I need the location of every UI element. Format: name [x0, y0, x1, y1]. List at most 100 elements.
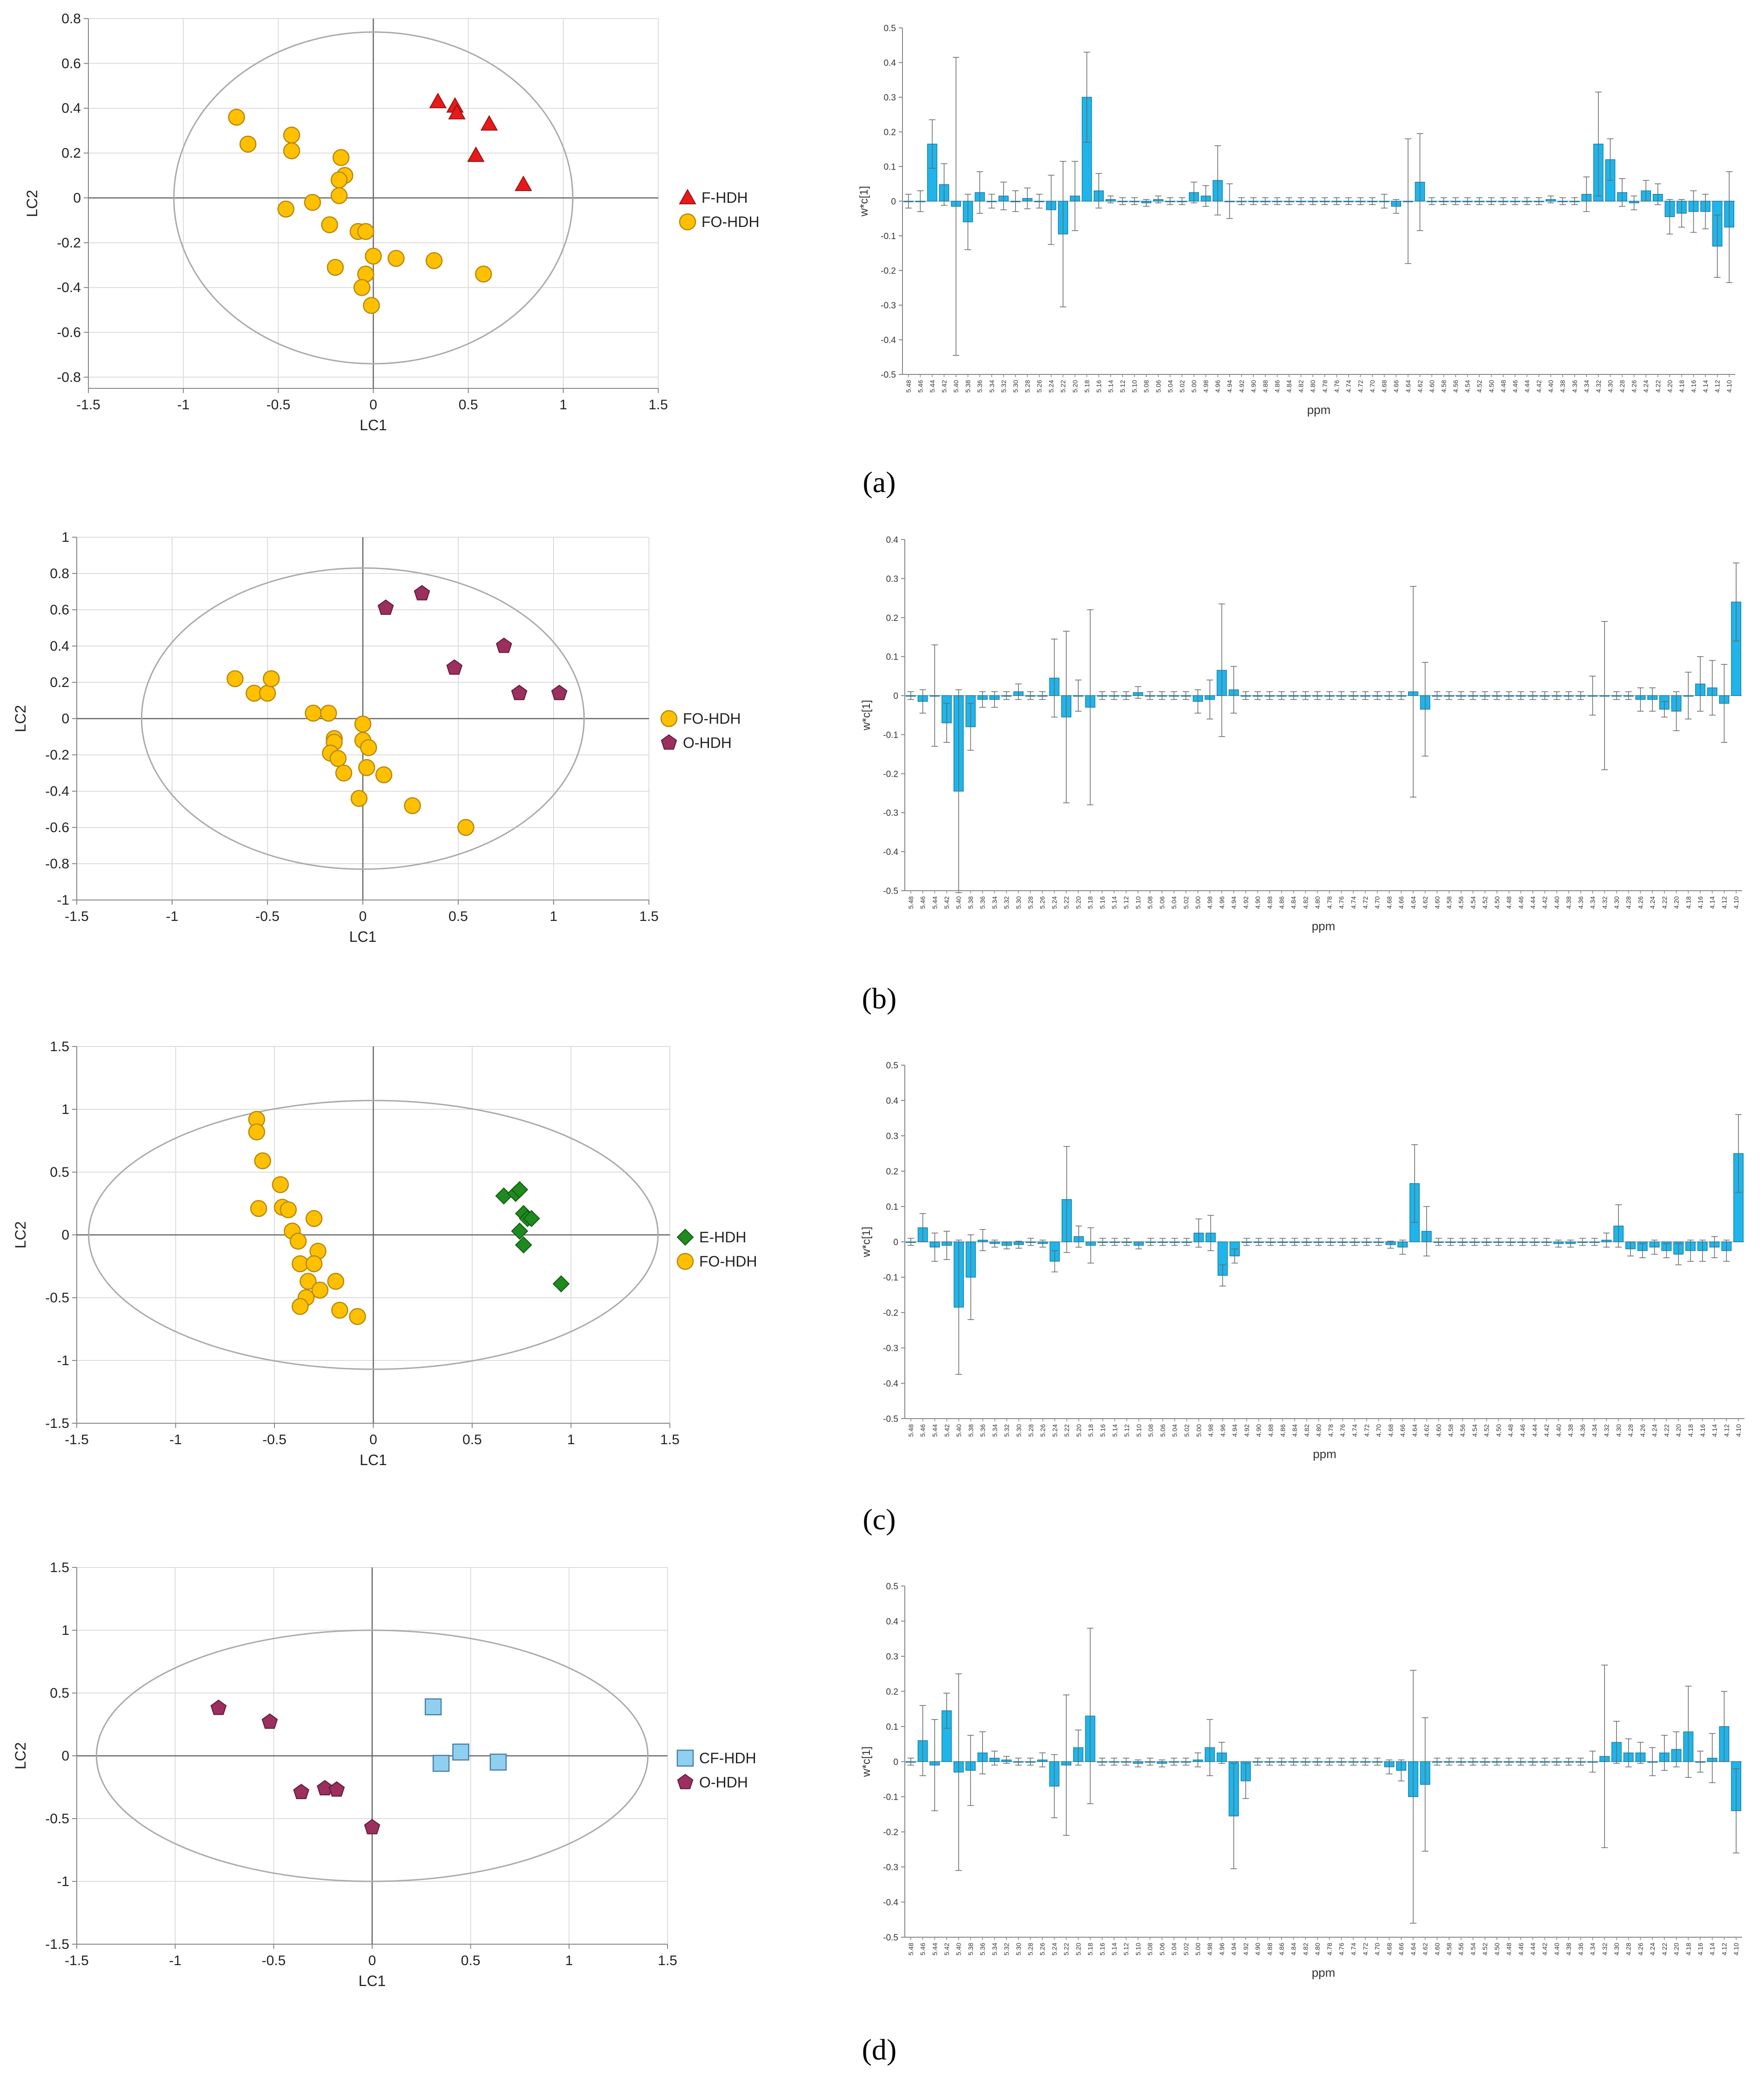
x-tick-label: 4.30	[1607, 380, 1614, 393]
x-tick-label: 4.80	[1314, 1943, 1321, 1955]
x-tick-label: 4.72	[1362, 896, 1369, 909]
data-point-e-hdh	[523, 1210, 540, 1227]
panel-label-b: (b)	[862, 982, 897, 1015]
data-point-fo-hdh	[250, 1200, 267, 1217]
y-tick-label: -1	[57, 893, 69, 908]
y-tick-label: -0.5	[45, 1811, 69, 1827]
y-tick-label: -0.8	[57, 370, 81, 385]
legend-label: O-HDH	[683, 734, 732, 751]
data-point-fo-hdh	[228, 108, 245, 126]
data-point-fo-hdh	[327, 1273, 344, 1290]
data-point-fo-hdh	[358, 759, 375, 776]
y-tick-label: 0.4	[50, 639, 69, 654]
x-tick-label: 4.84	[1290, 1943, 1297, 1955]
x-tick-label: 4.68	[1385, 1943, 1393, 1955]
x-tick-label: 4.92	[1242, 896, 1250, 909]
x-tick-label: 5.12	[1123, 896, 1130, 909]
y-tick-label: 1	[61, 1102, 69, 1117]
x-tick-label: 4.12	[1720, 1943, 1728, 1955]
y-tick-label: 0.8	[50, 566, 69, 581]
y-axis-label: w*c[1]	[858, 186, 870, 217]
x-tick-label: 4.28	[1627, 1424, 1634, 1437]
y-tick-label: -0.5	[883, 1414, 898, 1424]
x-tick-label: 5.18	[1087, 1943, 1094, 1955]
x-tick-label: -1	[177, 397, 190, 413]
y-tick-label: -0.5	[883, 1933, 898, 1943]
x-tick-label: 5.16	[1095, 380, 1102, 393]
bar-chart-b: -0.5 -0.4 -0.3 -0.2 -0.1 0 0.1 0.2 0.3 0.4 5.48 5.4…	[860, 535, 1742, 933]
x-tick-label: 5.30	[1015, 896, 1022, 909]
data-point-fo-hdh	[321, 216, 338, 233]
x-tick-label: 1.5	[658, 1953, 677, 1968]
x-tick-label: 5.26	[1039, 896, 1046, 909]
x-tick-label: 4.58	[1445, 1943, 1453, 1955]
x-tick-label: 5.28	[1027, 1424, 1035, 1437]
x-tick-label: -0.5	[255, 909, 280, 924]
panel-label-c: (c)	[862, 1503, 896, 1536]
x-tick-label: 4.36	[1577, 896, 1584, 909]
x-tick-label: 5.32	[1003, 1943, 1010, 1955]
x-tick-label: 4.70	[1375, 1424, 1383, 1437]
data-point-fo-hdh	[262, 670, 280, 687]
data-point-f-hdh	[467, 146, 485, 162]
y-tick-label: 0	[893, 1238, 898, 1247]
legend-marker-e-hdh	[676, 1228, 694, 1246]
x-tick-label: 4.34	[1589, 896, 1597, 909]
x-tick-label: 4.24	[1649, 896, 1656, 909]
x-tick-label: 5.06	[1158, 896, 1166, 909]
y-tick-label: 0.1	[884, 162, 896, 172]
y-tick-label: 0.2	[886, 1167, 898, 1177]
x-tick-label: 4.64	[1410, 896, 1417, 909]
y-tick-label: -0.5	[881, 370, 896, 380]
x-tick-label: 5.48	[907, 1424, 915, 1437]
x-axis-label: LC1	[359, 1973, 386, 1989]
x-tick-label: 5.08	[1146, 1943, 1154, 1955]
y-axis-label: LC2	[12, 1221, 29, 1249]
data-point-o-hdh	[328, 1781, 345, 1797]
x-tick-label: 4.50	[1488, 380, 1495, 393]
y-axis-label: w*c[1]	[860, 1747, 873, 1777]
x-tick-label: 4.82	[1302, 1943, 1309, 1955]
x-tick-label: 5.38	[964, 380, 972, 393]
bar-chart-c: -0.5 -0.4 -0.3 -0.2 -0.1 0 0.1 0.2 0.3 0.4 0.5 5.48…	[860, 1061, 1744, 1461]
data-point-fo-hdh	[248, 1123, 265, 1140]
y-tick-label: 0.4	[884, 59, 896, 68]
x-tick-label: 4.70	[1369, 380, 1376, 393]
y-tick-label: -0.1	[883, 1793, 898, 1802]
x-tick-label: 5.14	[1110, 896, 1118, 909]
y-tick-label: 0.1	[886, 1722, 898, 1732]
x-tick-label: 4.14	[1709, 896, 1716, 909]
y-tick-label: -0.2	[57, 235, 81, 251]
x-tick-label: 4.36	[1577, 1943, 1584, 1955]
x-tick-label: -1.5	[65, 1432, 89, 1447]
x-tick-label: 4.44	[1531, 1424, 1538, 1437]
x-axis-label: LC1	[360, 1452, 387, 1468]
legend-label: FO-HDH	[702, 213, 759, 230]
scatter-plot-b: -1.5 -1 -0.5 0 0.5 1 1.5-1-0.8-0.6-0.4-0.200.2…	[12, 530, 741, 945]
x-tick-label: -0.5	[266, 397, 290, 413]
y-tick-label: 0.3	[884, 93, 896, 103]
x-tick-label: -1.5	[76, 397, 100, 413]
y-tick-label: 1	[61, 1623, 69, 1638]
x-tick-label: 4.54	[1471, 1424, 1478, 1437]
x-tick-label: 4.16	[1697, 896, 1704, 909]
x-tick-label: 4.68	[1381, 380, 1388, 393]
x-tick-label: 4.58	[1440, 380, 1448, 393]
y-tick-label: 1.5	[50, 1039, 69, 1054]
x-tick-label: 5.20	[1075, 1943, 1082, 1955]
data-point-e-hdh	[515, 1236, 532, 1254]
x-tick-label: 5.46	[919, 1424, 927, 1437]
x-tick-label: -1	[169, 1432, 182, 1447]
x-tick-label: 5.44	[931, 1424, 938, 1437]
x-tick-label: 4.28	[1618, 380, 1626, 393]
y-tick-label: -0.2	[883, 1828, 898, 1838]
x-tick-label: 4.90	[1254, 1943, 1262, 1955]
x-tick-label: 5.24	[1050, 896, 1058, 909]
x-tick-label: 5.24	[1051, 1424, 1058, 1437]
y-tick-label: 0	[61, 1227, 69, 1243]
data-point-f-hdh	[429, 93, 447, 108]
x-tick-label: 5.00	[1194, 896, 1202, 909]
data-point-fo-hdh	[305, 1255, 323, 1273]
x-tick-label: 4.26	[1639, 1424, 1646, 1437]
